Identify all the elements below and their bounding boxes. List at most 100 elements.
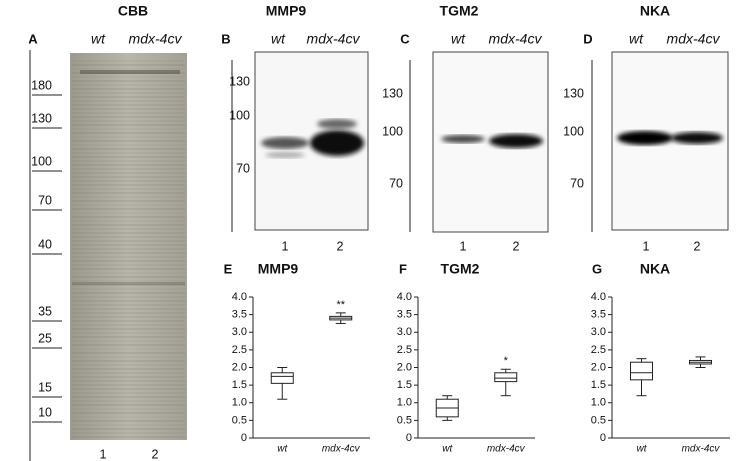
lane-number: 1 — [643, 239, 650, 253]
band — [441, 135, 485, 143]
gel-band — [72, 436, 185, 438]
gel-band — [72, 412, 185, 414]
lane-number: 2 — [513, 239, 520, 253]
gel-band — [72, 196, 185, 198]
gel-band — [72, 264, 185, 266]
gel-band — [72, 108, 185, 110]
lane-number: 2 — [152, 447, 159, 461]
gel-band — [72, 172, 185, 174]
panel-label: F — [399, 261, 407, 276]
gel-band — [72, 344, 185, 346]
lane-label: mdx-4cv — [129, 31, 183, 47]
gel-band — [72, 324, 185, 326]
gel-band — [72, 248, 185, 250]
y-tick-label: 0.5 — [591, 414, 606, 426]
marker-label: 70 — [236, 161, 250, 175]
gel-image — [70, 53, 187, 440]
chart-title: NKA — [640, 261, 670, 277]
gel-band — [72, 312, 185, 314]
gel-band — [72, 176, 185, 178]
gel-band — [72, 300, 185, 302]
gel-band — [72, 160, 185, 162]
gel-band — [72, 220, 185, 222]
blot-title: NKA — [640, 3, 670, 19]
x-tick-label: wt — [637, 444, 648, 455]
gel-band — [72, 228, 185, 230]
gel-band — [72, 260, 185, 262]
y-tick-label: 1.0 — [232, 397, 247, 409]
y-tick-label: 2.5 — [591, 344, 606, 356]
gel-band — [72, 240, 185, 242]
gel-band — [72, 308, 185, 310]
gel-band — [72, 388, 185, 390]
marker-label: 180 — [31, 78, 52, 92]
gel-band — [72, 224, 185, 226]
y-tick-label: 4.0 — [591, 291, 606, 303]
gel-band — [72, 384, 185, 386]
gel-band — [72, 212, 185, 214]
gel-band — [72, 368, 185, 370]
gel-band — [72, 148, 185, 150]
gel-band — [72, 316, 185, 318]
y-tick-label: 3.5 — [397, 309, 412, 321]
gel-band — [72, 144, 185, 146]
marker-label: 15 — [38, 380, 52, 394]
gel-band — [72, 208, 185, 210]
y-tick-label: 3.0 — [591, 326, 606, 338]
gel-band — [72, 392, 185, 394]
box — [270, 372, 294, 384]
gel-band — [72, 296, 185, 298]
y-tick-label: 1.0 — [591, 397, 606, 409]
gel-band — [72, 104, 185, 106]
y-tick-label: 2.0 — [232, 361, 247, 373]
blot-title: MMP9 — [266, 3, 307, 19]
gel-band — [72, 352, 185, 354]
chart-title: MMP9 — [258, 261, 299, 277]
gel-band — [72, 280, 185, 282]
y-tick-label: 3.0 — [397, 326, 412, 338]
marker-label: 130 — [382, 86, 403, 100]
gel-band — [72, 80, 185, 82]
lane-label: wt — [271, 31, 286, 47]
annotation: * — [504, 355, 509, 367]
gel-band — [72, 164, 185, 166]
marker-label: 40 — [38, 237, 52, 251]
marker-label: 25 — [38, 331, 52, 345]
gel-band — [72, 416, 185, 418]
gel-band — [72, 268, 185, 270]
y-tick-label: 2.5 — [232, 344, 247, 356]
marker-label: 130 — [229, 74, 250, 88]
y-tick-label: 3.0 — [232, 326, 247, 338]
gel-band — [72, 60, 185, 62]
marker-label: 70 — [389, 176, 403, 190]
marker-label: 130 — [563, 86, 584, 100]
band — [489, 134, 543, 148]
gel-band — [72, 252, 185, 254]
gel-band — [72, 140, 185, 142]
gel-band — [72, 96, 185, 98]
lane-label: mdx-4cv — [489, 31, 543, 47]
blot-title: TGM2 — [440, 3, 479, 19]
marker-label: 100 — [382, 124, 403, 138]
gel-band — [72, 168, 185, 170]
gel-band — [72, 124, 185, 126]
marker-label: 35 — [38, 304, 52, 318]
lane-number: 1 — [460, 239, 467, 253]
gel-band — [72, 200, 185, 202]
gel-band — [72, 424, 185, 426]
y-tick-label: 3.5 — [591, 309, 606, 321]
gel-band — [72, 156, 185, 158]
gel-band — [72, 404, 185, 406]
gel-band — [72, 400, 185, 402]
gel-band — [72, 132, 185, 134]
lane-label: mdx-4cv — [667, 31, 721, 47]
y-tick-label: 1.5 — [397, 379, 412, 391]
y-tick-label: 0 — [406, 432, 412, 444]
gel-band — [72, 380, 185, 382]
band — [617, 131, 673, 145]
gel-band — [72, 356, 185, 358]
y-tick-label: 1.5 — [591, 379, 606, 391]
marker-label: 100 — [563, 124, 584, 138]
panel-label: B — [221, 31, 230, 46]
marker-label: 100 — [229, 108, 250, 122]
